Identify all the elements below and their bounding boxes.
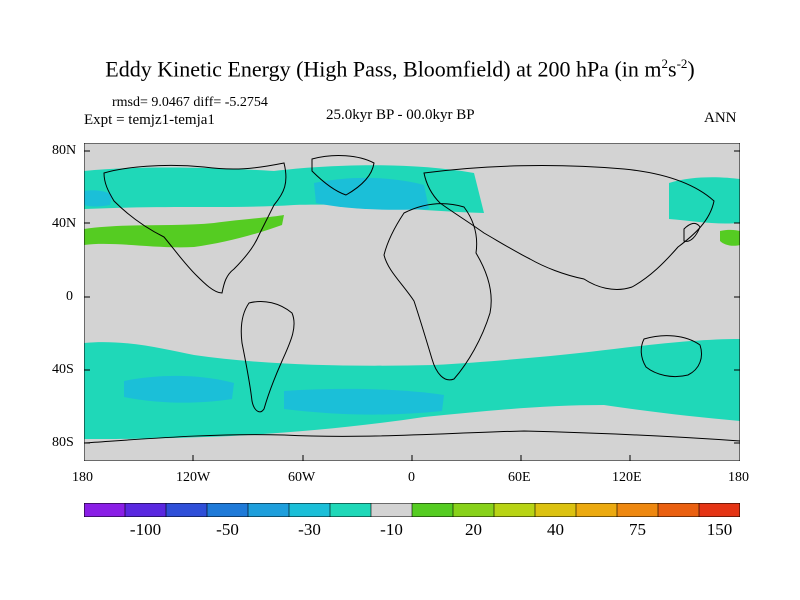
colorbar bbox=[84, 503, 740, 517]
lat-label-40s: 40S bbox=[52, 362, 74, 377]
world-map bbox=[84, 143, 740, 461]
colorbar-swatch bbox=[575, 503, 618, 517]
sh-stronger-negative-patch bbox=[124, 375, 234, 403]
lon-label-180w: 180 bbox=[72, 470, 93, 485]
lon-label-60w: 60W bbox=[288, 470, 316, 485]
coastlines bbox=[84, 155, 740, 444]
europe-africa-coast bbox=[383, 203, 492, 381]
north-america-coast bbox=[103, 162, 287, 294]
plot-title: Eddy Kinetic Energy (High Pass, Bloomfie… bbox=[105, 56, 695, 82]
nh-stronger-negative-patch bbox=[314, 177, 429, 210]
colorbar-label: 40 bbox=[547, 520, 564, 539]
colorbar-swatch bbox=[534, 503, 577, 517]
sh-stronger-negative-patch-east bbox=[284, 388, 444, 415]
greenland-coast bbox=[311, 155, 375, 196]
colorbar-label: -10 bbox=[380, 520, 403, 539]
colorbar-swatch bbox=[329, 503, 372, 517]
colorbar-swatch bbox=[411, 503, 454, 517]
colorbar-swatch bbox=[493, 503, 536, 517]
colorbar-swatch bbox=[247, 503, 290, 517]
nh-positive-patch-east bbox=[720, 229, 740, 246]
lat-label-80n: 80N bbox=[52, 143, 77, 158]
colorbar-label: 150 bbox=[706, 520, 733, 539]
south-america-coast bbox=[240, 300, 295, 413]
season-label: ANN bbox=[704, 110, 737, 126]
colorbar-swatch bbox=[288, 503, 331, 517]
lat-label-40n: 40N bbox=[52, 216, 77, 231]
colorbar-swatch bbox=[370, 503, 413, 517]
japan-coast bbox=[683, 222, 701, 242]
experiment-label: Expt = temjz1-temja1 bbox=[84, 112, 215, 128]
lon-label-120w: 120W bbox=[176, 470, 211, 485]
lon-label-60e: 60E bbox=[508, 470, 531, 485]
period-label: 25.0kyr BP - 00.0kyr BP bbox=[326, 107, 475, 123]
lat-label-80s: 80S bbox=[52, 435, 74, 450]
lon-label-0: 0 bbox=[408, 470, 415, 485]
lat-label-equator: 0 bbox=[66, 289, 73, 304]
colorbar-label: -50 bbox=[216, 520, 239, 539]
rmsd-diff-text: rmsd= 9.0467 diff= -5.2754 bbox=[112, 95, 268, 110]
colorbar-swatch bbox=[616, 503, 659, 517]
colorbar-label: -100 bbox=[129, 520, 162, 539]
colorbar-swatch bbox=[84, 503, 126, 517]
colorbar-swatch bbox=[657, 503, 700, 517]
tick-marks bbox=[84, 150, 740, 461]
colorbar-label: 75 bbox=[629, 520, 646, 539]
colorbar-label: -30 bbox=[298, 520, 321, 539]
australia-coast bbox=[640, 335, 702, 378]
colorbar-swatch bbox=[698, 503, 740, 517]
colorbar-swatch bbox=[206, 503, 249, 517]
lon-label-120e: 120E bbox=[612, 470, 642, 485]
sh-negative-band bbox=[84, 339, 740, 439]
eurasia-coast bbox=[423, 165, 715, 290]
nh-positive-band bbox=[84, 215, 284, 248]
nh-stronger-negative-patch-west bbox=[84, 190, 112, 207]
lon-label-180e: 180 bbox=[728, 470, 749, 485]
colorbar-label: 20 bbox=[465, 520, 482, 539]
colorbar-swatch bbox=[165, 503, 208, 517]
colorbar-swatch bbox=[124, 503, 167, 517]
antarctica-coast bbox=[84, 430, 740, 444]
colorbar-swatch bbox=[452, 503, 495, 517]
nh-pacific-negative-band bbox=[669, 177, 740, 224]
